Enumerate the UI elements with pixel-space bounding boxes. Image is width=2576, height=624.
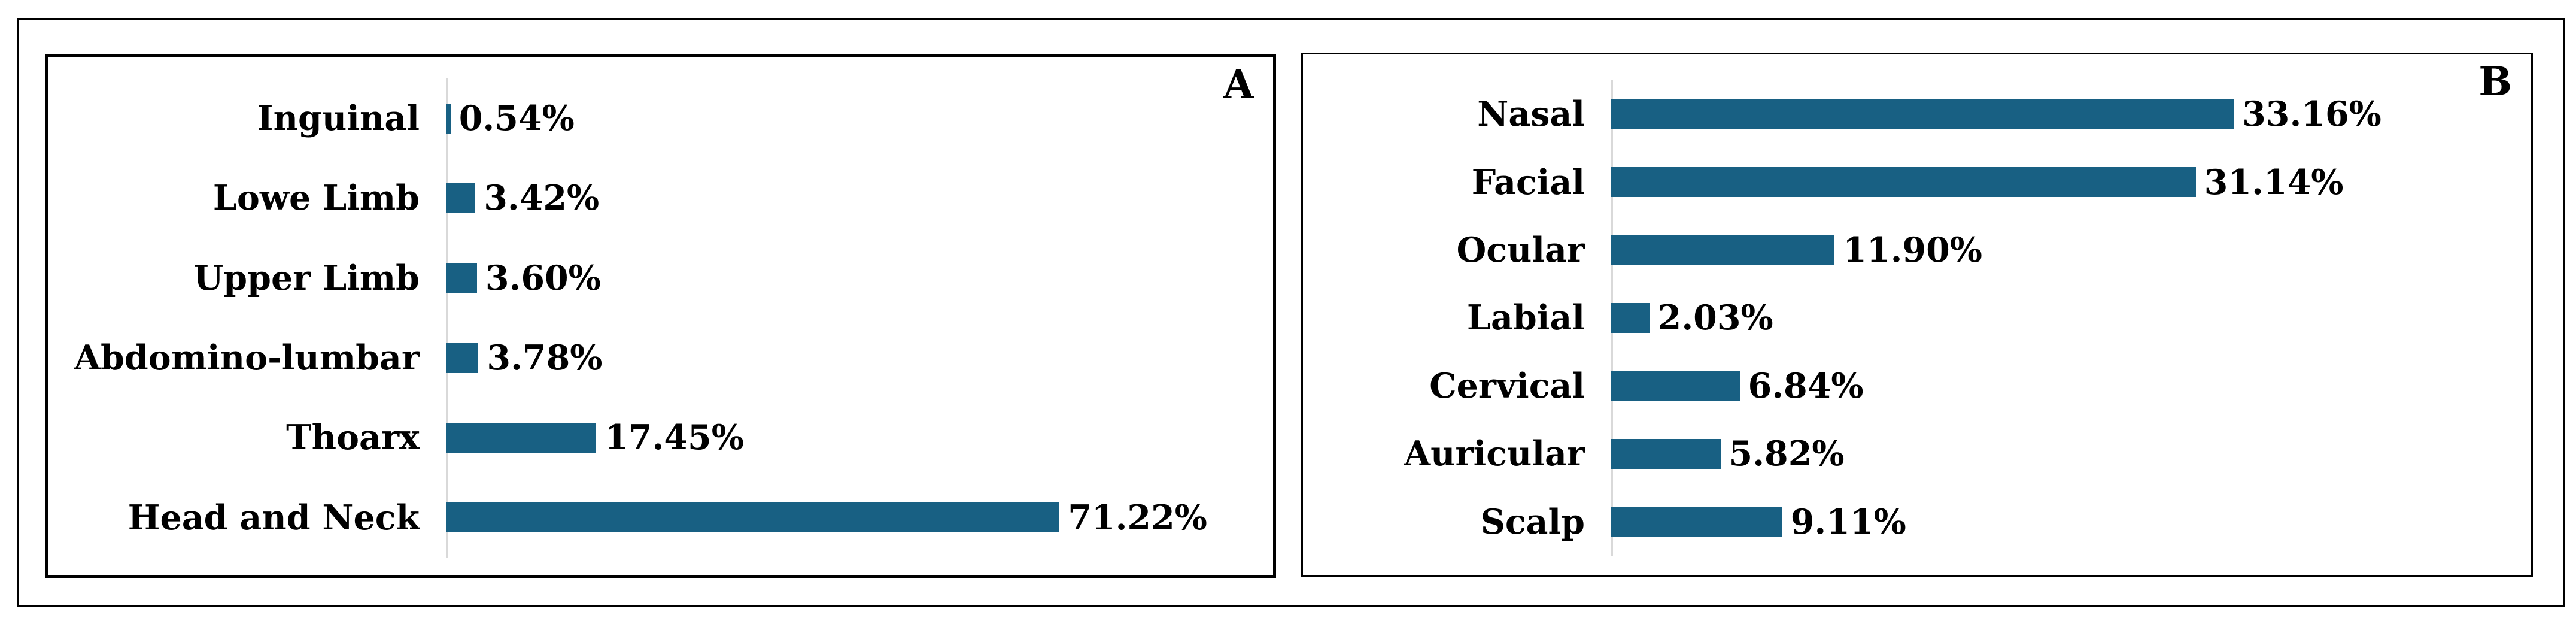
bar	[446, 103, 451, 134]
value-label: 3.60%	[485, 258, 601, 298]
bar	[446, 343, 479, 373]
chart-b-rows: Nasal 33.16% Facial 31.14% Ocular 11.90% Labia…	[1303, 80, 2531, 556]
bar-track: 0.54%	[446, 78, 1273, 158]
bar	[446, 183, 476, 213]
bar-row: Head and Neck 71.22%	[48, 478, 1273, 558]
bar-track: 11.90%	[1611, 216, 2531, 284]
bar-row: Lowe Limb 3.42%	[48, 158, 1273, 238]
category-label: Auricular	[1404, 434, 1585, 474]
panel-a: A Inguinal 0.54% Lowe Limb 3.42% Upper Limb 3…	[45, 54, 1276, 578]
bar	[1611, 302, 1650, 333]
bar	[1611, 438, 1721, 469]
category-label: Inguinal	[257, 98, 420, 139]
bar-row: Nasal 33.16%	[1303, 80, 2531, 148]
panel-b: B Nasal 33.16% Facial 31.14% Ocular 11.90% Lab…	[1301, 53, 2533, 577]
bar	[1611, 507, 1782, 537]
bar-track: 3.60%	[446, 238, 1273, 318]
value-label: 11.90%	[1843, 230, 1982, 271]
bar-track: 5.82%	[1611, 420, 2531, 487]
bar	[446, 422, 597, 453]
bar-row: Scalp 9.11%	[1303, 488, 2531, 556]
bar-track: 3.42%	[446, 158, 1273, 238]
category-label: Thoarx	[286, 417, 420, 458]
value-label: 2.03%	[1657, 298, 1773, 338]
panel-a-letter: A	[1223, 61, 1254, 108]
value-label: 17.45%	[604, 417, 744, 458]
bar-track: 3.78%	[446, 318, 1273, 398]
chart-b: Nasal 33.16% Facial 31.14% Ocular 11.90% Labia…	[1303, 80, 2531, 556]
value-label: 33.16%	[2242, 94, 2381, 135]
category-label: Labial	[1466, 298, 1585, 338]
bar	[1611, 235, 1835, 265]
bar-track: 33.16%	[1611, 80, 2531, 148]
value-label: 0.54%	[458, 98, 575, 139]
category-label: Facial	[1471, 162, 1585, 202]
bar-track: 9.11%	[1611, 488, 2531, 556]
value-label: 3.78%	[487, 338, 603, 378]
chart-a: Inguinal 0.54% Lowe Limb 3.42% Upper Limb 3.6…	[48, 78, 1273, 558]
bar	[1611, 99, 2234, 129]
value-label: 9.11%	[1790, 501, 1906, 542]
bar-row: Facial 31.14%	[1303, 148, 2531, 216]
value-label: 5.82%	[1729, 434, 1845, 474]
category-label: Cervical	[1429, 365, 1585, 406]
value-label: 3.42%	[484, 178, 600, 219]
bar	[446, 502, 1060, 533]
category-label: Head and Neck	[127, 497, 420, 538]
bar-row: Ocular 11.90%	[1303, 216, 2531, 284]
category-label: Nasal	[1477, 94, 1585, 135]
panel-b-letter: B	[2478, 58, 2512, 105]
category-label: Ocular	[1456, 230, 1585, 271]
value-label: 31.14%	[2204, 162, 2344, 202]
value-label: 71.22%	[1068, 497, 1207, 538]
chart-a-rows: Inguinal 0.54% Lowe Limb 3.42% Upper Limb 3.6…	[48, 78, 1273, 558]
bar-row: Inguinal 0.54%	[48, 78, 1273, 158]
bar-row: Auricular 5.82%	[1303, 420, 2531, 487]
bar-row: Upper Limb 3.60%	[48, 238, 1273, 318]
category-label: Lowe Limb	[212, 178, 420, 219]
bar-track: 17.45%	[446, 398, 1273, 477]
bar-row: Abdomino-lumbar 3.78%	[48, 318, 1273, 398]
bar-track: 31.14%	[1611, 148, 2531, 216]
bar-track: 71.22%	[446, 478, 1273, 558]
bar-row: Labial 2.03%	[1303, 284, 2531, 352]
bar-row: Cervical 6.84%	[1303, 352, 2531, 420]
bar-track: 6.84%	[1611, 352, 2531, 420]
bar-row: Thoarx 17.45%	[48, 398, 1273, 477]
bar-track: 2.03%	[1611, 284, 2531, 352]
category-label: Scalp	[1480, 501, 1585, 542]
value-label: 6.84%	[1748, 365, 1864, 406]
bar	[446, 263, 477, 293]
category-label: Upper Limb	[193, 258, 420, 298]
category-label: Abdomino-lumbar	[74, 338, 420, 378]
bar	[1611, 167, 2196, 198]
chart-a-axis-line	[446, 78, 448, 558]
bar	[1611, 371, 1740, 401]
